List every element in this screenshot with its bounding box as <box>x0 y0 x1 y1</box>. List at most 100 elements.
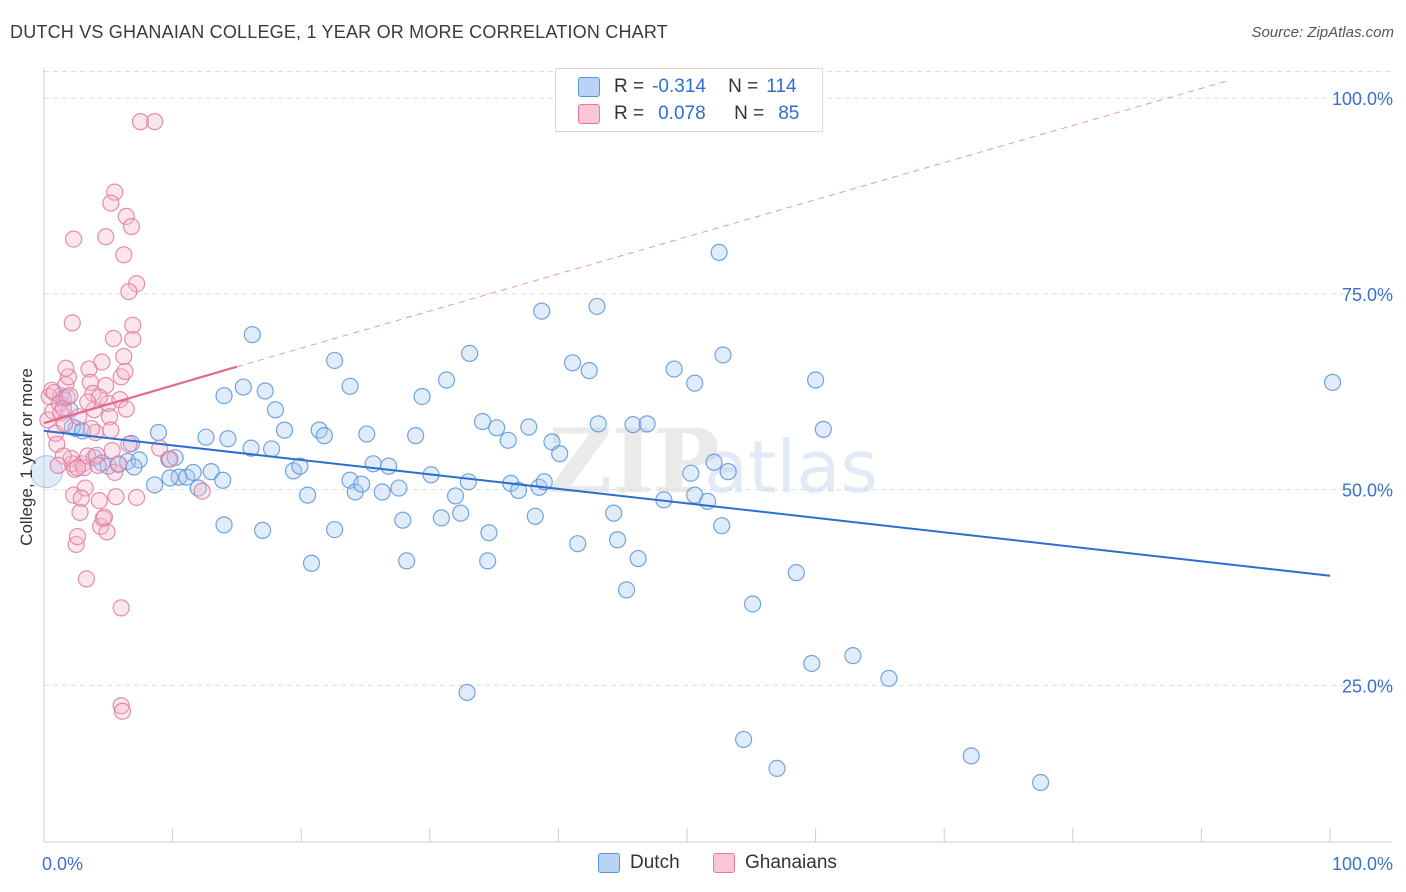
ghanaian-point <box>102 421 120 439</box>
dutch-point <box>275 421 294 439</box>
ghanaian-point <box>120 435 138 453</box>
dutch-point <box>803 654 821 673</box>
dutch-point <box>215 516 233 534</box>
x-tick-label: 100.0% <box>1332 854 1393 874</box>
dutch-point <box>341 377 359 395</box>
ghanaian-trend-line <box>43 365 238 425</box>
ghanaian-point <box>117 207 135 225</box>
ghanaian-point <box>68 459 87 477</box>
legend-n-label: N = <box>728 76 759 97</box>
dutch-swatch <box>598 853 620 873</box>
ghanaian-point <box>131 113 150 131</box>
ghanaian-point <box>193 482 211 500</box>
watermark: ZIP atlas <box>548 409 878 513</box>
dutch-point <box>520 418 538 436</box>
dutch-point <box>1032 773 1050 792</box>
dutch-point <box>589 415 607 433</box>
x-tick-label: 0.0% <box>42 854 83 874</box>
dutch-trend-line <box>43 429 1331 577</box>
dutch-point <box>580 362 598 380</box>
stats-legend: R = -0.314 N = 114 R = 0.078 N = 85 <box>555 68 823 132</box>
dutch-swatch <box>578 77 600 97</box>
ghanaian-point <box>63 314 81 332</box>
ghanaian-point <box>68 528 87 546</box>
dutch-point <box>1323 373 1342 391</box>
dutch-point <box>617 581 636 599</box>
dutch-point <box>473 412 492 431</box>
dutch-point <box>380 457 398 475</box>
dutch-point <box>353 475 371 493</box>
dutch-point <box>394 511 412 529</box>
dutch-point <box>499 431 517 449</box>
dutch-point <box>608 531 627 549</box>
dutch-point <box>302 554 321 572</box>
legend-item-dutch: Dutch <box>598 852 680 874</box>
ghanaian-point <box>98 523 116 541</box>
dutch-point <box>962 747 980 765</box>
dutch-point <box>373 483 391 501</box>
ghanaian-point <box>112 599 130 617</box>
ghanaian-point <box>90 492 108 510</box>
legend-row-ghanaians: R = 0.078 N = 85 <box>578 102 799 126</box>
dutch-point <box>624 416 642 434</box>
dutch-point <box>315 427 333 445</box>
dutch-point <box>214 471 232 489</box>
ghanaian-point <box>71 503 89 521</box>
ghanaian-point <box>102 194 120 212</box>
dutch-point <box>844 647 862 665</box>
dutch-point <box>452 504 470 522</box>
ghanaian-point <box>61 387 79 405</box>
dutch-point <box>714 346 732 364</box>
ghanaian-point <box>49 456 67 474</box>
dutch-point <box>719 463 737 481</box>
ghanaian-point <box>58 388 76 406</box>
legend-n-label: N = <box>734 103 765 124</box>
chart-source: Source: ZipAtlas.com <box>1251 24 1394 41</box>
ghanaians-swatch <box>713 853 735 873</box>
ghanaian-point <box>115 246 133 264</box>
ghanaian-point <box>64 230 83 248</box>
dutch-point <box>459 473 477 491</box>
trend-lines <box>43 80 1331 577</box>
dutch-point <box>413 387 431 406</box>
dutch-point <box>806 371 825 389</box>
ghanaian-point <box>97 228 115 246</box>
dutch-point <box>480 524 498 542</box>
ghanaian-point <box>122 217 141 236</box>
dutch-point <box>743 595 762 613</box>
dutch-point <box>299 486 317 504</box>
dutch-point <box>686 374 704 392</box>
dutch-point <box>734 730 753 749</box>
dutch-point <box>710 243 728 262</box>
ghanaian-point <box>100 408 119 426</box>
dutch-point <box>263 440 281 458</box>
dutch-point <box>569 535 587 553</box>
dutch-point <box>682 464 700 482</box>
y-tick-label: 25.0% <box>1342 676 1393 696</box>
dutch-point <box>814 420 832 438</box>
dutch-point <box>787 564 805 582</box>
ghanaian-point <box>106 463 124 482</box>
dutch-point <box>488 419 506 437</box>
ghanaian-point <box>117 400 135 418</box>
ghanaian-trend-extension <box>236 80 1228 368</box>
y-tick-label: 100.0% <box>1332 89 1393 109</box>
dutch-point <box>398 552 416 570</box>
dutch-point <box>407 427 425 445</box>
ghanaian-point <box>120 282 138 301</box>
dutch-point <box>125 458 143 476</box>
legend-label-ghanaians: Ghanaians <box>745 852 837 873</box>
dutch-point <box>390 479 408 497</box>
tick-labels: 25.0% 50.0% 75.0% 100.0% 0.0% 100.0% <box>42 89 1393 874</box>
watermark-atlas: atlas <box>704 425 878 509</box>
ghanaian-point <box>76 479 94 497</box>
legend-n-value: 85 <box>778 103 800 124</box>
dutch-point <box>509 481 528 500</box>
dutch-point <box>665 360 683 378</box>
ghanaian-point <box>161 450 179 468</box>
ghanaian-point <box>112 697 130 715</box>
y-tick-label: 50.0% <box>1342 481 1393 501</box>
dutch-point <box>326 351 344 370</box>
ghanaian-point <box>77 570 96 588</box>
